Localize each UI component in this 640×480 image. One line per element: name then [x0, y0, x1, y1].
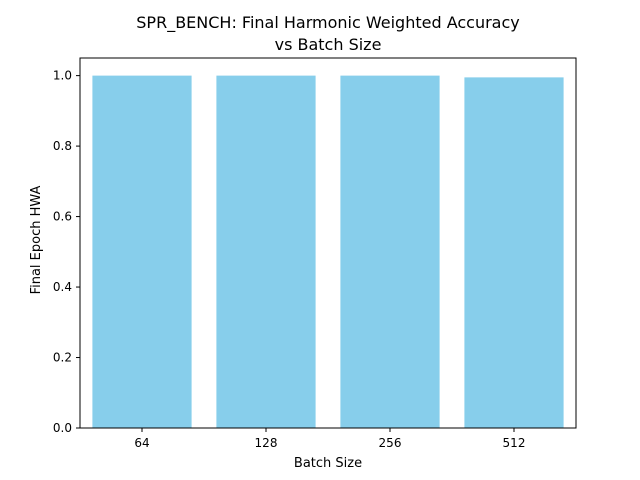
bar-512	[464, 77, 564, 428]
bar-64	[92, 75, 192, 428]
y-axis-label: Final Epoch HWA	[29, 185, 44, 294]
chart-title-line-1: SPR_BENCH: Final Harmonic Weighted Accur…	[136, 13, 519, 33]
y-tick-label: 0.4	[53, 280, 72, 294]
bar-128	[216, 75, 316, 428]
bar-256	[340, 75, 440, 428]
x-axis-ticks: 64 128 256 512	[134, 428, 525, 450]
y-tick-label: 0.8	[53, 139, 72, 153]
plot-frame	[79, 57, 577, 429]
x-tick-label: 512	[503, 436, 526, 450]
x-tick-label: 64	[134, 436, 149, 450]
y-axis-ticks: 0.0 0.2 0.4 0.6 0.8 1.0	[53, 69, 80, 435]
y-tick-label: 0.6	[53, 210, 72, 224]
y-tick-label: 1.0	[53, 69, 72, 83]
x-axis-label: Batch Size	[294, 456, 362, 471]
x-tick-label: 256	[379, 436, 402, 450]
chart-title-line-2: vs Batch Size	[275, 35, 382, 54]
y-tick-label: 0.2	[53, 351, 72, 365]
y-tick-label: 0.0	[53, 421, 72, 435]
x-tick-label: 128	[255, 436, 278, 450]
bars-group	[92, 75, 564, 428]
